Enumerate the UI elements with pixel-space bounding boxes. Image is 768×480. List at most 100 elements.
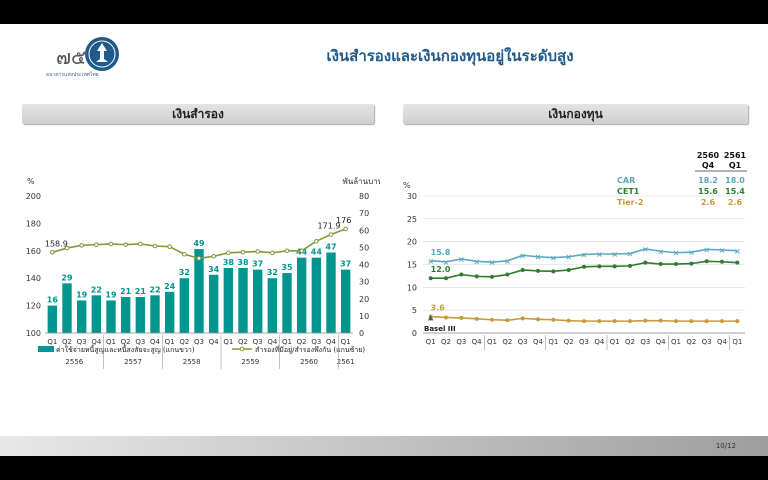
- quarter-label: Q4: [656, 338, 667, 346]
- line-point: [79, 243, 84, 248]
- line-point: [94, 242, 99, 247]
- line-value-label: 158.9: [45, 239, 68, 248]
- bar: [164, 291, 175, 333]
- table-row-name: CAR: [617, 176, 635, 185]
- series-point: [735, 260, 740, 265]
- series-point: [536, 268, 540, 273]
- footer-bar: [0, 436, 768, 456]
- series-point: [444, 315, 448, 320]
- y-tick-label: 0: [412, 329, 417, 338]
- series-point: [459, 315, 464, 320]
- quarter-label: Q1: [426, 338, 436, 346]
- year-label: 2561: [337, 358, 355, 366]
- series-point: [628, 263, 632, 268]
- quarter-label: Q2: [625, 338, 635, 346]
- quarter-label: Q3: [194, 338, 204, 346]
- car-point: ×: [504, 257, 511, 266]
- series-point: [689, 319, 694, 324]
- car-point: ×: [565, 253, 572, 262]
- bar: [267, 278, 278, 333]
- reserves-chart: % พันล้านบาท 100 120 140 160 180 200 0 10 20 30 40 50…: [26, 177, 380, 369]
- y-axis-unit: %: [403, 181, 411, 190]
- quarter-label: Q1: [282, 338, 292, 346]
- line-point: [50, 250, 55, 255]
- series-point: [490, 274, 494, 279]
- quarter-label: Q4: [91, 338, 102, 346]
- bar: [208, 274, 219, 333]
- car-point: ×: [657, 247, 664, 256]
- line-point: [240, 249, 246, 255]
- quarter-label: Q2: [564, 338, 574, 346]
- y-tick-label: 5: [412, 306, 417, 315]
- quarter-label: Q1: [487, 338, 497, 346]
- line-point: [152, 243, 158, 249]
- right-tick-label: 0: [359, 329, 364, 338]
- bar: [106, 300, 116, 333]
- legend-bar-swatch: [38, 346, 54, 352]
- line-point: [226, 250, 231, 256]
- series-point: [704, 259, 709, 264]
- table-row-name: CET1: [617, 187, 640, 196]
- series-point: [628, 319, 632, 324]
- bar: [135, 297, 146, 333]
- quarter-label: Q3: [77, 338, 87, 346]
- page-number: 10/12: [715, 442, 736, 450]
- legend-line-label: สำรองที่มีอยู่/สำรองพึงกัน (แกนซ้าย): [255, 345, 365, 354]
- line-point: [299, 248, 304, 254]
- series-point: [597, 319, 602, 324]
- series-point: [566, 318, 571, 323]
- bar-value-label: 35: [281, 263, 293, 272]
- line-point: [138, 241, 143, 247]
- line-point: [284, 248, 290, 254]
- table-row-name: Tier-2: [617, 198, 643, 207]
- series-point: [551, 317, 556, 322]
- car-point: ×: [427, 257, 434, 266]
- car-point: ×: [627, 250, 634, 259]
- car-point: ×: [642, 245, 649, 254]
- quarter-label: Q1: [341, 338, 351, 346]
- table-cell: 15.6: [698, 187, 718, 196]
- bot-emblem-icon: ๗๕: [56, 37, 119, 71]
- bar-value-label: 38: [237, 258, 249, 267]
- series-point: [444, 276, 448, 281]
- year-label: 2558: [183, 358, 201, 366]
- bar-value-label: 37: [340, 260, 351, 269]
- quarter-label: Q4: [267, 338, 278, 346]
- svg-text:๗๕: ๗๕: [56, 45, 86, 69]
- series-point: [674, 262, 678, 267]
- series-point: [735, 319, 740, 324]
- table-year-header: 2561: [724, 151, 747, 160]
- car-point: ×: [473, 257, 480, 266]
- series-point: [505, 318, 510, 323]
- y-tick-label: 30: [407, 192, 417, 201]
- quarter-label: Q3: [253, 338, 263, 346]
- bar-value-label: 24: [164, 282, 176, 291]
- series-point: [674, 319, 678, 324]
- bar: [76, 300, 87, 333]
- series-point: [720, 319, 724, 324]
- series-first-label: 12.0: [431, 265, 451, 274]
- bar-value-label: 49: [193, 239, 205, 248]
- bar: [62, 283, 72, 333]
- table-cell: 2.6: [728, 198, 743, 207]
- line-point: [343, 226, 348, 232]
- right-axis-unit: พันล้านบาท: [343, 177, 380, 186]
- left-tick-label: 160: [26, 247, 41, 256]
- quarter-label: Q4: [533, 338, 544, 346]
- series-point: [490, 317, 494, 322]
- left-tick-label: 140: [26, 274, 41, 283]
- quarter-label: Q4: [717, 338, 728, 346]
- car-point: ×: [489, 258, 496, 267]
- table-cell: 15.4: [725, 187, 745, 196]
- bar: [47, 305, 58, 333]
- line-point: [196, 256, 202, 261]
- year-label: 2559: [241, 358, 259, 366]
- quarter-label: Q4: [209, 338, 220, 346]
- quarter-label: Q4: [326, 338, 337, 346]
- quarter-label: Q1: [47, 338, 57, 346]
- car-point: ×: [703, 245, 710, 254]
- quarter-label: Q4: [150, 338, 161, 346]
- table-cell: 18.2: [698, 176, 718, 185]
- car-point: ×: [596, 250, 603, 259]
- series-point: [643, 318, 648, 323]
